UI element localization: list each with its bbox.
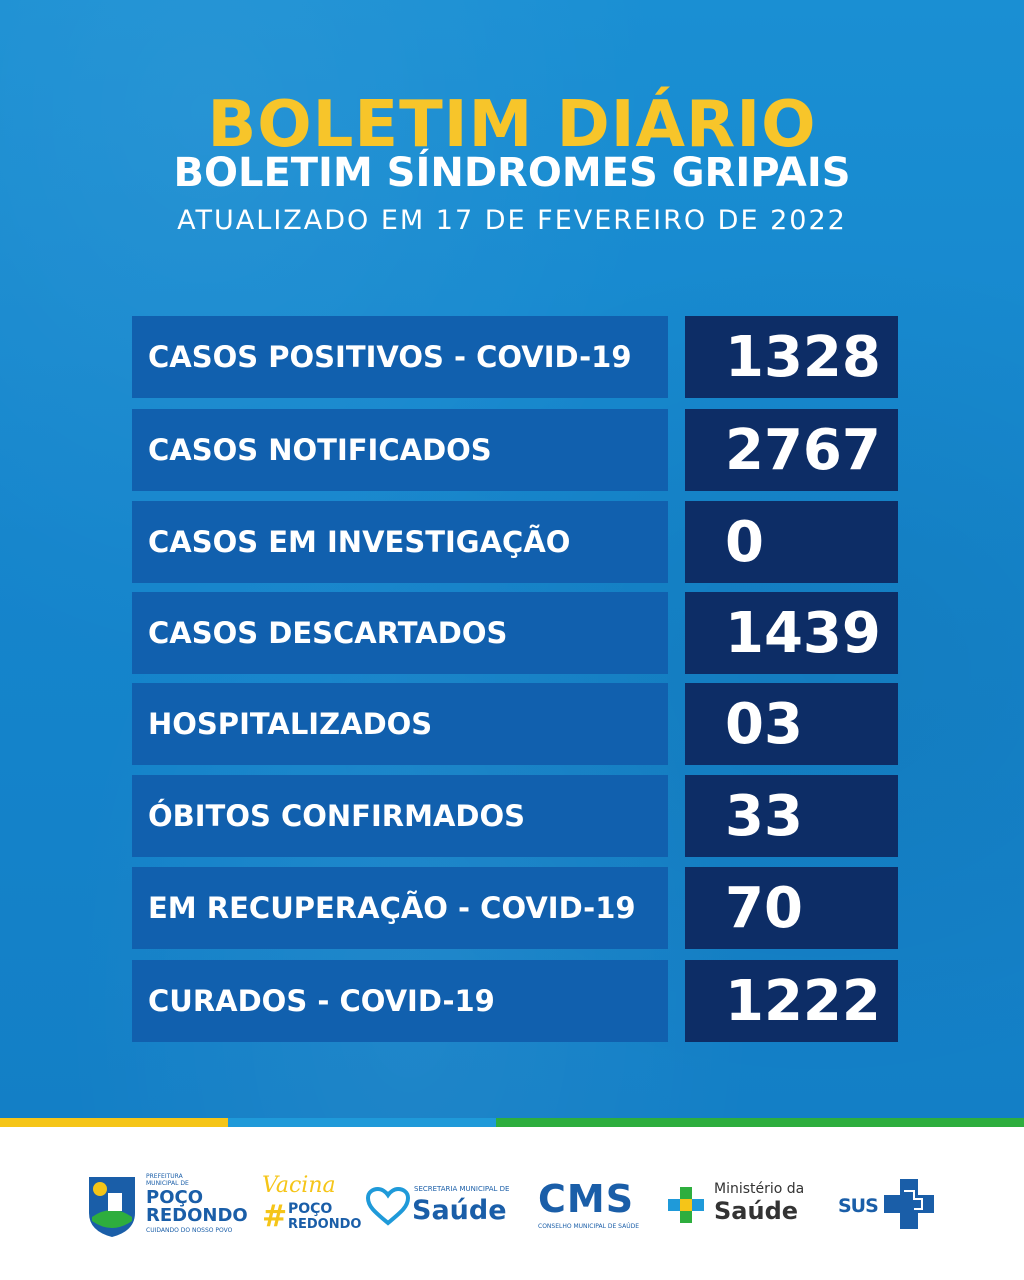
prefeitura-tagline: CUIDANDO DO NOSSO POVO xyxy=(146,1227,233,1234)
stripe-yellow xyxy=(0,1118,228,1127)
ministerio-logo: Ministério da Saúde xyxy=(666,1173,816,1243)
stat-row: CASOS EM INVESTIGAÇÃO 0 xyxy=(132,501,898,583)
prefeitura-name1: POÇO xyxy=(146,1187,204,1208)
ministerio-small: Ministério da xyxy=(714,1181,805,1197)
prefeitura-top: PREFEITURA xyxy=(146,1173,183,1180)
city-shield-icon xyxy=(89,1177,135,1237)
sus-logo: SUS xyxy=(838,1173,938,1243)
prefeitura-name2: REDONDO xyxy=(146,1205,248,1226)
sus-text: SUS xyxy=(838,1195,879,1217)
heart-icon xyxy=(366,1187,410,1226)
stat-value: 70 xyxy=(685,867,898,949)
footer-logos: PREFEITURA MUNICIPAL DE POÇO REDONDO CUI… xyxy=(0,1127,1024,1280)
page-subtitle: BOLETIM SÍNDROMES GRIPAIS xyxy=(173,150,851,196)
stat-value: 03 xyxy=(685,683,898,765)
stat-row: ÓBITOS CONFIRMADOS 33 xyxy=(132,775,898,857)
vacina-logo: Vacina # POÇO REDONDO xyxy=(262,1173,362,1243)
stat-row: CURADOS - COVID-19 1222 xyxy=(132,960,898,1042)
stat-row: EM RECUPERAÇÃO - COVID-19 70 xyxy=(132,867,898,949)
bulletin-poster: BOLETIM DIÁRIO BOLETIM SÍNDROMES GRIPAIS… xyxy=(0,0,1024,1118)
page-title: BOLETIM DIÁRIO xyxy=(207,88,817,162)
stat-label: CURADOS - COVID-19 xyxy=(132,960,668,1042)
stat-value: 2767 xyxy=(685,409,898,491)
secretaria-logo: SECRETARIA MUNICIPAL DE Saúde xyxy=(366,1173,522,1243)
stat-value: 33 xyxy=(685,775,898,857)
stat-label: EM RECUPERAÇÃO - COVID-19 xyxy=(132,867,668,949)
stat-label: ÓBITOS CONFIRMADOS xyxy=(132,775,668,857)
cms-logo: CMS CONSELHO MUNICIPAL DE SAÚDE xyxy=(538,1173,650,1243)
cms-small: CONSELHO MUNICIPAL DE SAÚDE xyxy=(538,1223,640,1230)
stat-value: 1222 xyxy=(685,960,898,1042)
health-cross-icon xyxy=(668,1187,704,1223)
stat-row: HOSPITALIZADOS 03 xyxy=(132,683,898,765)
stat-row: CASOS NOTIFICADOS 2767 xyxy=(132,409,898,491)
stat-label: CASOS DESCARTADOS xyxy=(132,592,668,674)
stat-label: CASOS NOTIFICADOS xyxy=(132,409,668,491)
secretaria-big: Saúde xyxy=(412,1195,507,1226)
stat-value: 0 xyxy=(685,501,898,583)
stat-value: 1439 xyxy=(685,592,898,674)
vacina-hash: # xyxy=(262,1199,288,1234)
stripe-blue xyxy=(228,1118,496,1127)
cms-big: CMS xyxy=(538,1177,635,1221)
stat-label: HOSPITALIZADOS xyxy=(132,683,668,765)
sus-cross-icon xyxy=(884,1179,934,1229)
stripe-green xyxy=(496,1118,1024,1127)
vacina-script: Vacina xyxy=(262,1173,336,1198)
stat-row: CASOS POSITIVOS - COVID-19 1328 xyxy=(132,316,898,398)
secretaria-small: SECRETARIA MUNICIPAL DE xyxy=(414,1185,510,1193)
stat-value: 1328 xyxy=(685,316,898,398)
vacina-name1: POÇO xyxy=(288,1201,333,1217)
stat-row: CASOS DESCARTADOS 1439 xyxy=(132,592,898,674)
prefeitura-mid: MUNICIPAL DE xyxy=(146,1180,189,1187)
prefeitura-logo: PREFEITURA MUNICIPAL DE POÇO REDONDO CUI… xyxy=(86,1173,256,1243)
stat-label: CASOS EM INVESTIGAÇÃO xyxy=(132,501,668,583)
stat-label: CASOS POSITIVOS - COVID-19 xyxy=(132,316,668,398)
updated-date: ATUALIZADO EM 17 DE FEVEREIRO DE 2022 xyxy=(177,205,847,236)
vacina-name2: REDONDO xyxy=(288,1217,362,1232)
ministerio-big: Saúde xyxy=(714,1197,799,1225)
